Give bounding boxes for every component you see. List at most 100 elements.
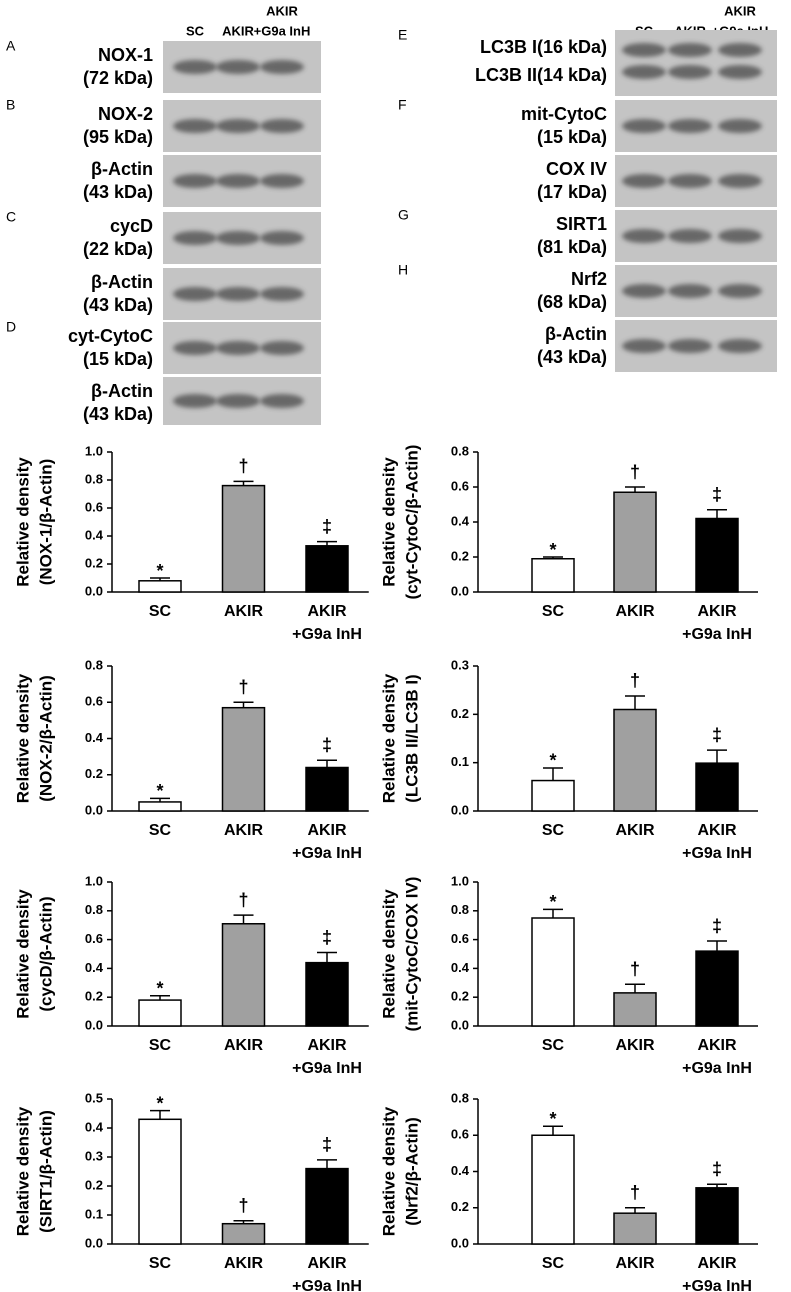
bar [221,1222,266,1245]
significance-mark: * [156,781,163,801]
blot-label: (43 kDa) [83,295,153,315]
panel-letter: A [6,38,16,54]
blot-label: (43 kDa) [83,182,153,202]
x-tick-label: +G9a InH [682,626,752,643]
significance-mark: * [549,751,556,771]
blot-band [260,394,304,408]
y-axis-label: Relative density [379,1106,398,1236]
significance-mark: † [238,890,248,910]
blot-band [622,174,666,188]
x-tick-label: SC [149,822,172,839]
blot-band [173,341,217,355]
bar [695,1187,739,1245]
blot-band [668,229,712,243]
blot-band [622,339,666,353]
x-tick-label: +G9a InH [682,1060,752,1077]
bar [531,1134,575,1245]
blot-band [260,231,304,245]
significance-mark: ‡ [322,927,332,947]
y-axis-label: Relative density [379,673,398,803]
blot-band [216,60,260,74]
blot-image [615,30,777,96]
y-tick-label: 0.1 [85,1206,103,1221]
y-tick-label: 0.8 [85,657,103,672]
lane-label: AKIR [222,23,254,38]
y-axis-label: (NOX-2/β-Actin) [36,675,55,802]
y-tick-label: 0.4 [451,513,470,528]
lane-label: AKIR [266,3,298,18]
x-tick-label: SC [542,1037,565,1054]
y-axis-label: (NOX-1/β-Actin) [36,459,55,586]
lane-label: SC [186,23,205,38]
panel-letter: G [398,207,409,223]
x-tick-label: AKIR [224,822,264,839]
x-tick-label: +G9a InH [292,1278,362,1292]
blot-band [216,341,260,355]
x-tick-label: AKIR [307,603,347,620]
bar [531,558,575,593]
y-axis-label: Relative density [379,457,398,587]
y-tick-label: 0.8 [85,902,103,917]
x-tick-label: AKIR [307,1255,347,1272]
significance-mark: * [156,1093,163,1113]
bar [695,762,739,812]
x-tick-label: +G9a InH [682,1278,752,1292]
blot-label: NOX-1 [98,45,153,65]
blot-band [216,231,260,245]
blot-band [260,341,304,355]
blot-band [173,119,217,133]
y-tick-label: 0.0 [85,1235,103,1250]
blot-band [718,229,762,243]
y-axis-label: Relative density [13,457,32,587]
blot-label: cycD [110,216,153,236]
x-tick-label: AKIR [615,822,655,839]
y-tick-label: 0.0 [451,1017,469,1032]
blot-band [173,287,217,301]
significance-mark: ‡ [322,735,332,755]
y-tick-label: 0.3 [451,657,469,672]
x-tick-label: AKIR [224,1255,264,1272]
significance-mark: † [630,959,640,979]
blot-label: (43 kDa) [537,347,607,367]
blot-band [173,394,217,408]
bar [305,961,349,1027]
significance-mark: † [630,462,640,482]
panel-letter: B [6,97,15,113]
y-tick-label: 0.4 [85,960,104,975]
y-tick-label: 0.4 [451,1163,470,1178]
blot-band [668,284,712,298]
y-axis-label: (cycD/β-Actin) [36,896,55,1011]
blot-band [622,119,666,133]
x-tick-label: SC [149,603,172,620]
x-tick-label: +G9a InH [682,845,752,862]
bar [531,779,575,812]
y-tick-label: 0.5 [85,1090,103,1105]
bar [695,517,739,593]
x-tick-label: AKIR [615,1037,655,1054]
y-tick-label: 0.0 [85,1017,103,1032]
blot-band [260,287,304,301]
bar [221,706,266,812]
bar [613,992,657,1027]
blot-label: Nrf2 [571,269,607,289]
significance-mark: * [549,892,556,912]
bar [138,999,182,1027]
blot-label: (81 kDa) [537,237,607,257]
lane-label: AKIR [724,3,756,18]
blot-band [668,119,712,133]
y-tick-label: 0.0 [85,802,103,817]
bar [138,801,182,812]
y-tick-label: 0.0 [451,1235,469,1250]
blot-label: β-Actin [91,381,153,401]
x-tick-label: SC [542,1255,565,1272]
y-tick-label: 0.6 [451,931,469,946]
x-tick-label: AKIR [224,1037,264,1054]
blot-band [216,119,260,133]
bar [305,766,349,812]
y-tick-label: 0.0 [451,802,469,817]
significance-mark: † [238,456,248,476]
blot-label: LC3B II(14 kDa) [475,65,607,85]
y-tick-label: 0.4 [451,960,470,975]
y-tick-label: 0.2 [451,989,469,1004]
